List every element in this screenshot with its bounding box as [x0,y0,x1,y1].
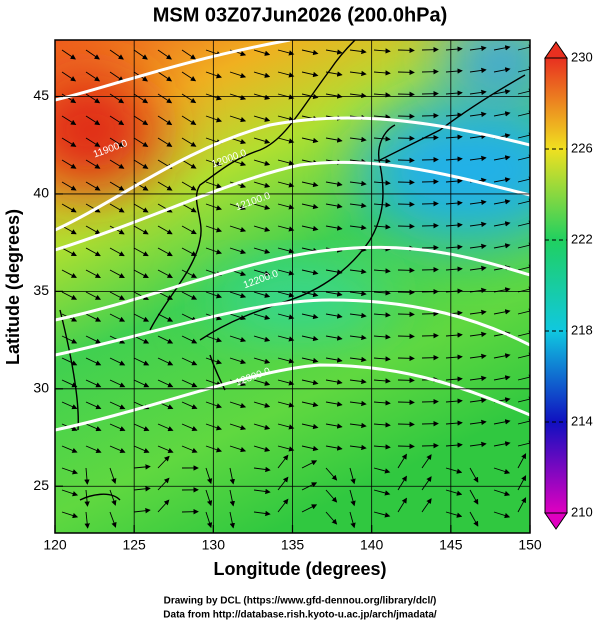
x-tick-label: 120 [43,537,67,553]
footer-line: Drawing by DCL (https://www.gfd-dennou.o… [164,596,437,607]
y-tick-label: 30 [33,380,49,396]
cold-area [440,20,560,100]
colorbar-top-arrow [545,42,567,58]
colorbar-tick-label: 218 [571,322,593,337]
title: MSM 03Z07Jun2026 (200.0hPa) [153,4,448,26]
footer-line: Data from http://database.rish.kyoto-u.a… [163,610,437,621]
colorbar-fill [545,58,567,513]
x-tick-label: 125 [122,537,146,553]
colorbar-tick-label: 214 [571,413,593,428]
x-tick-label: 140 [360,537,384,553]
x-axis-label: Longitude (degrees) [213,559,386,579]
y-tick-label: 45 [33,87,49,103]
x-tick-label: 135 [281,537,305,553]
colorbar-tick-label: 230 [571,49,593,64]
x-tick-label: 145 [439,537,463,553]
y-tick-label: 25 [33,477,49,493]
x-tick-label: 150 [518,537,542,553]
y-tick-label: 35 [33,282,49,298]
y-axis-label: Latitude (degrees) [3,209,23,365]
colorbar: 210 214 218 222 226 230 [545,42,593,529]
colorbar-tick-label: 210 [571,504,593,519]
colorbar-tick-label: 222 [571,231,593,246]
y-tick-label: 40 [33,185,49,201]
colorbar-bottom-arrow [545,513,567,529]
x-tick-label: 130 [202,537,226,553]
colorbar-tick-label: 226 [571,140,593,155]
